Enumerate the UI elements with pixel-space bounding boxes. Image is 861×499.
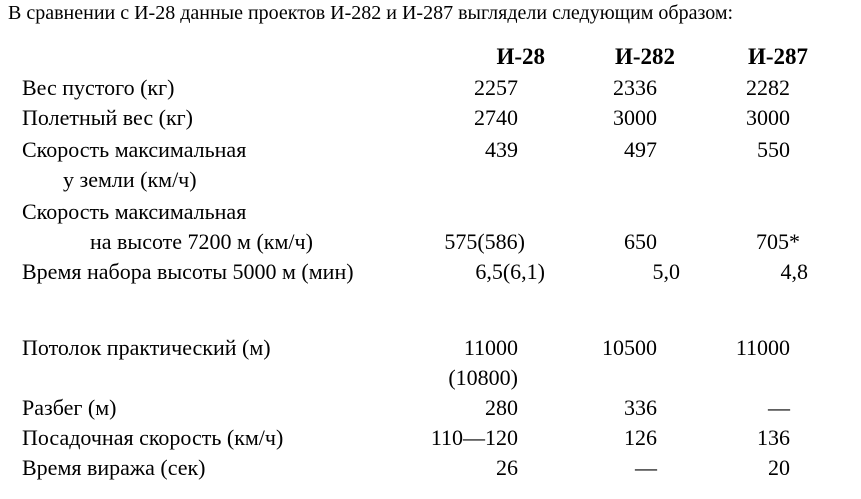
column-header: И-282 bbox=[614, 44, 675, 69]
cell-value: 3000 bbox=[613, 105, 657, 130]
cell-value: 10500 bbox=[602, 335, 657, 360]
row-label: Время набора высоты 5000 м (мин) bbox=[22, 259, 354, 284]
cell-value: 110—120 bbox=[430, 425, 518, 450]
cell-value: 575(586) bbox=[444, 229, 525, 254]
cell-value: 336 bbox=[624, 395, 657, 420]
cell-value: 3000 bbox=[746, 105, 790, 130]
cell-value: 2282 bbox=[746, 75, 790, 100]
cell-value: 4,8 bbox=[780, 259, 809, 284]
cell-value: 280 bbox=[485, 395, 518, 420]
cell-value: (10800) bbox=[448, 365, 518, 390]
cell-value: 2740 bbox=[474, 105, 518, 130]
cell-value: 136 bbox=[757, 425, 790, 450]
cell-value: 6,5(6,1) bbox=[475, 259, 545, 284]
cell-value: 650 bbox=[624, 229, 657, 254]
row-label: Скорость максимальная bbox=[22, 137, 247, 162]
cell-value: 497 bbox=[624, 137, 657, 162]
cell-value: 2336 bbox=[613, 75, 657, 100]
row-label: у земли (км/ч) bbox=[63, 167, 197, 192]
cell-value: 26 bbox=[496, 455, 518, 480]
cell-value: 2257 bbox=[474, 75, 518, 100]
cell-value: 11000 bbox=[463, 335, 518, 360]
row-label: Разбег (м) bbox=[22, 395, 117, 420]
cell-value: 11000 bbox=[735, 335, 790, 360]
cell-value: 20 bbox=[768, 455, 790, 480]
row-label: Время виража (сек) bbox=[22, 455, 206, 480]
cell-value: — bbox=[635, 455, 657, 480]
intro: В сравнении с И-28 данные проектов И-282… bbox=[8, 2, 734, 24]
row-label: Полетный вес (кг) bbox=[22, 105, 193, 130]
row-label: Вес пустого (кг) bbox=[22, 75, 175, 100]
column-header: И-28 bbox=[496, 44, 545, 69]
cell-value: 705* bbox=[756, 229, 800, 254]
cell-value: 439 bbox=[485, 137, 518, 162]
row-label: на высоте 7200 м (км/ч) bbox=[90, 229, 313, 254]
cell-value: 550 bbox=[757, 137, 790, 162]
cell-value: 5,0 bbox=[652, 259, 681, 284]
row-label: Потолок практический (м) bbox=[22, 335, 271, 360]
row-label: Посадочная скорость (км/ч) bbox=[22, 425, 284, 450]
cell-value: 126 bbox=[624, 425, 657, 450]
column-header: И-287 bbox=[747, 44, 808, 69]
row-label: Скорость максимальная bbox=[22, 199, 247, 224]
cell-value: — bbox=[768, 395, 790, 420]
